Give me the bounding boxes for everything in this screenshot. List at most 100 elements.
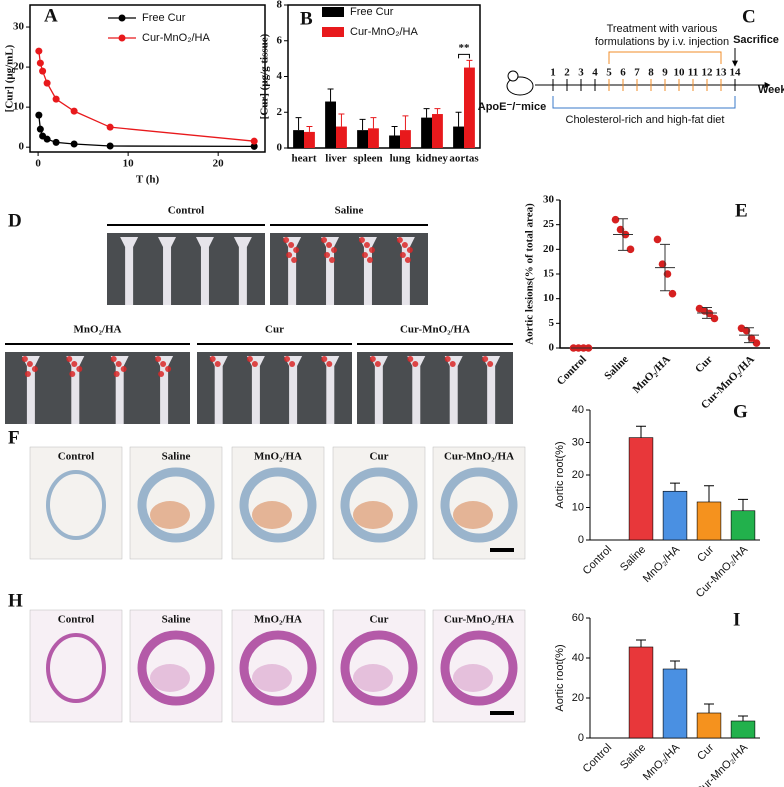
week-label: 8 [648, 67, 654, 79]
treatment-text: formulations by i.v. injection [595, 36, 729, 48]
vessel-wall [46, 633, 106, 703]
error-bar [636, 639, 646, 647]
data-point [36, 59, 44, 67]
error-bar [670, 482, 680, 492]
bar [293, 130, 304, 148]
lesion [110, 356, 117, 362]
lesion [24, 371, 31, 377]
data-point [668, 289, 677, 298]
plaque [252, 501, 292, 529]
diet-text: Cholesterol-rich and high-fat diet [566, 114, 725, 126]
x-tick-label: Saline [602, 353, 631, 382]
week-label: 11 [688, 67, 698, 79]
bar [421, 117, 432, 148]
legend-swatch [322, 27, 344, 37]
error-bar [702, 307, 712, 319]
data-point [52, 138, 60, 146]
y-tick-label: 4 [277, 70, 283, 82]
y-tick-label: 20 [572, 469, 584, 481]
error-bar [338, 113, 345, 127]
lesion [321, 356, 328, 362]
vessel-wall [440, 467, 518, 543]
panel-letter: A [44, 5, 58, 26]
data-point [43, 79, 51, 87]
bar [432, 114, 443, 148]
bar [304, 131, 315, 148]
y-tick-label: 0 [578, 732, 584, 744]
bar [368, 128, 379, 148]
y-tick-label: 10 [13, 101, 25, 113]
plaque [252, 664, 292, 692]
error-bar [618, 218, 628, 251]
data-point [658, 260, 667, 268]
y-axis-title: Aortic root(%) [554, 441, 566, 508]
plaque [353, 664, 393, 692]
week-label: 13 [716, 67, 728, 79]
x-tick-label: 20 [213, 158, 225, 170]
lesion [444, 356, 451, 362]
x-tick-label: Cur [695, 543, 716, 564]
bar [336, 126, 347, 148]
week-label: 10 [674, 67, 686, 79]
vessel-wall [239, 630, 317, 706]
y-tick-label: 0 [578, 534, 584, 546]
week-label: 2 [564, 67, 570, 79]
lesion [396, 237, 403, 243]
data-point [752, 339, 761, 347]
bar [453, 126, 464, 148]
data-point [626, 245, 635, 254]
error-bar [295, 117, 302, 131]
data-point [250, 142, 258, 150]
data-point [250, 137, 258, 145]
micrograph-label: Saline [162, 614, 191, 626]
y-tick-label: 5 [549, 317, 555, 329]
y-tick-label: 30 [543, 194, 555, 206]
data-point [52, 95, 60, 103]
error-bar [370, 117, 377, 129]
lesion [71, 361, 78, 367]
lesion [407, 356, 414, 362]
mouse-icon [506, 76, 534, 96]
aorta [482, 356, 501, 424]
data-point [43, 135, 51, 143]
data-point [70, 140, 78, 148]
x-tick-label: spleen [353, 153, 382, 165]
x-tick-label: kidney [416, 153, 448, 165]
data-point [106, 142, 114, 150]
panel-letter: B [300, 8, 313, 29]
y-axis-title: Aortic root(%) [554, 644, 566, 711]
panel-letter: D [8, 210, 22, 231]
scale-bar [490, 711, 514, 715]
scale-bar [490, 548, 514, 552]
aorta [155, 356, 174, 424]
aorta [321, 237, 340, 305]
bar [662, 490, 688, 541]
bar [357, 130, 368, 148]
lesion [120, 366, 127, 372]
lesion [329, 257, 336, 263]
lesion [158, 371, 165, 377]
series-line [38, 50, 255, 142]
legend-label: Free Cur [142, 12, 186, 24]
lesion [358, 237, 365, 243]
panel-letter: F [8, 427, 20, 448]
bar [464, 67, 475, 148]
photo-label: Cur [265, 324, 284, 336]
bar [628, 646, 654, 739]
lesion [331, 247, 338, 253]
photo-label: MnO₂/HA [74, 324, 122, 336]
aorta [233, 237, 252, 305]
error-bar [744, 327, 754, 344]
data-point [70, 107, 78, 115]
micrograph [29, 609, 123, 723]
aorta [158, 237, 177, 305]
photo-label: Saline [335, 205, 364, 217]
panel-letter: G [733, 401, 748, 422]
y-axis-title: [Cur] (μg/g tissue) [259, 33, 271, 119]
lesion [291, 257, 298, 263]
micrograph-label: Cur [370, 614, 389, 626]
micrograph-label: Cur-MnO₂/HA [444, 614, 514, 626]
week-label: 14 [730, 67, 742, 79]
bar [730, 720, 756, 739]
